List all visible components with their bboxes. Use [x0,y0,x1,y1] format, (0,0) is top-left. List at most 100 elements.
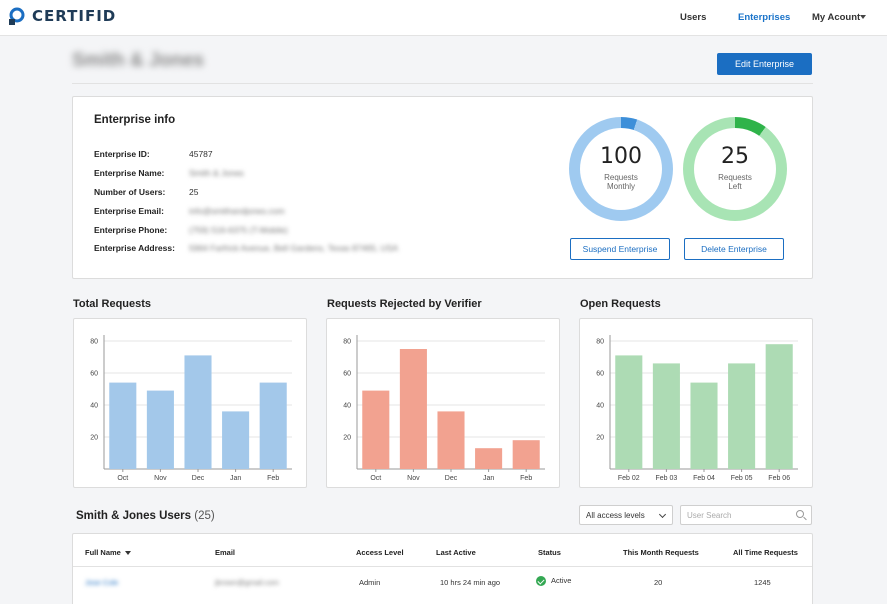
bar-feb-04 [690,382,718,469]
chart-title-total: Total Requests [73,298,152,310]
requests-left-label: Requests [718,173,752,182]
x-tick-label: Feb 05 [731,475,753,482]
rejected-requests-chart: 20 40 60 80 Oct Nov Dec Jan Feb [326,318,560,488]
info-row-phone: Enterprise Phone: (759) 516-6375 (T-Mobi… [94,225,494,237]
open-requests-chart: 20 40 60 80 Feb 02 Feb 03 Feb 04 Feb 05 Feb 06 [579,318,813,488]
users-section-title: Smith & Jones Users (25) [76,510,215,522]
info-label: Number of Users: [94,187,166,197]
requests-left-caption: Left [728,182,742,191]
y-tick-label: 20 [90,435,98,442]
edit-enterprise-button[interactable]: Edit Enterprise [717,53,812,75]
certifid-logo[interactable]: CERTIFID [8,7,116,25]
delete-enterprise-button[interactable]: Delete Enterprise [684,238,784,260]
status-text: Active [551,576,572,585]
y-tick-label: 80 [343,339,351,346]
info-value: Smith & Jones [189,168,244,178]
requests-monthly-gauge: 100 Requests Monthly [569,117,673,221]
brand-name: CERTIFID [32,7,117,25]
requests-monthly-period: Monthly [606,182,635,191]
bar-jan [475,448,503,469]
y-tick-label: 40 [343,403,351,410]
column-header-access-level: Access Level [356,548,404,557]
enterprise-info-heading: Enterprise info [94,114,176,126]
x-tick-label: Dec [445,475,458,482]
users-count: (25) [194,510,215,522]
info-row-users: Number of Users: 25 [94,187,494,199]
nav-enterprises[interactable]: Enterprises [738,12,791,23]
info-value: 45787 [189,149,213,159]
bar-chart: 20 40 60 80 Oct Nov Dec Jan Feb [90,335,292,482]
column-header-full-name[interactable]: Full Name [85,548,131,557]
user-access-level: Admin [359,578,381,587]
info-row-name: Enterprise Name: Smith & Jones [94,168,494,180]
users-title: Smith & Jones Users [76,510,192,522]
x-tick-label: Feb 04 [693,475,715,482]
user-month-requests: 20 [654,578,663,587]
enterprise-info-card: Enterprise info Enterprise ID: 45787 Ent… [72,96,813,279]
user-search-input[interactable] [680,505,812,525]
nav-my-account[interactable]: My Acount [812,12,861,23]
y-tick-label: 80 [596,339,604,346]
user-name-link[interactable]: Jose Cole [85,578,119,587]
y-tick-label: 60 [343,371,351,378]
users-table: Full Name Email Access Level Last Active… [72,533,813,604]
info-value: info@smithandjones.com [189,206,285,216]
x-tick-label: Feb [267,475,279,482]
column-label: Full Name [85,548,121,557]
suspend-enterprise-button[interactable]: Suspend Enterprise [570,238,670,260]
total-requests-chart: 20 40 60 80 Oct Nov Dec Jan Feb [73,318,307,488]
user-last-active: 10 hrs 24 min ago [440,578,501,587]
x-tick-label: Jan [230,475,241,482]
bar-feb-03 [652,363,680,469]
requests-monthly-value: 100 [600,144,642,169]
x-tick-label: Feb 06 [768,475,790,482]
status-badge: Active [536,576,572,587]
column-header-last-active: Last Active [436,548,476,557]
column-header-status: Status [538,548,561,557]
y-tick-label: 20 [596,435,604,442]
sort-icon [124,551,131,556]
logo-icon [9,7,25,25]
search-icon[interactable] [796,510,804,518]
info-label: Enterprise Address: [94,243,175,253]
x-tick-label: Oct [117,475,128,482]
access-level-select[interactable]: All access levels [579,505,673,525]
bar-feb-02 [615,355,643,469]
x-tick-label: Jan [483,475,494,482]
chevron-down-icon[interactable] [860,15,866,19]
nav-users[interactable]: Users [680,12,707,23]
bar-oct [109,382,137,469]
info-value: (759) 516-6375 (T-Mobile) [189,225,288,235]
y-tick-label: 60 [90,371,98,378]
info-value: 5964 Farfrick Avenue, Bell Gardens, Texa… [189,243,399,253]
info-row-id: Enterprise ID: 45787 [94,149,494,161]
bar-chart: 20 40 60 80 Oct Nov Dec Jan Feb [343,335,545,482]
bar-nov [146,390,174,469]
x-tick-label: Feb [520,475,532,482]
bar-nov [399,349,427,469]
divider [73,566,812,567]
requests-left-gauge: 25 Requests Left [683,117,787,221]
x-tick-label: Feb 03 [656,475,678,482]
y-tick-label: 40 [596,403,604,410]
x-tick-label: Nov [407,475,420,482]
bar-jan [222,411,250,469]
x-tick-label: Feb 02 [618,475,640,482]
bar-dec [437,411,465,469]
page-title: Smith & Jones [72,50,204,71]
y-tick-label: 40 [90,403,98,410]
requests-left-value: 25 [721,144,749,169]
chevron-down-icon [658,510,667,519]
column-header-email: Email [215,548,236,557]
bar-feb [259,382,287,469]
user-all-time-requests: 1245 [754,578,771,587]
bar-dec [184,355,212,469]
bar-feb-05 [728,363,756,469]
y-tick-label: 80 [90,339,98,346]
x-tick-label: Oct [370,475,381,482]
requests-monthly-label: Requests [604,173,638,182]
divider [72,83,813,84]
bar-oct [362,390,390,469]
bar-feb-06 [765,344,793,469]
bar-feb [512,440,540,469]
